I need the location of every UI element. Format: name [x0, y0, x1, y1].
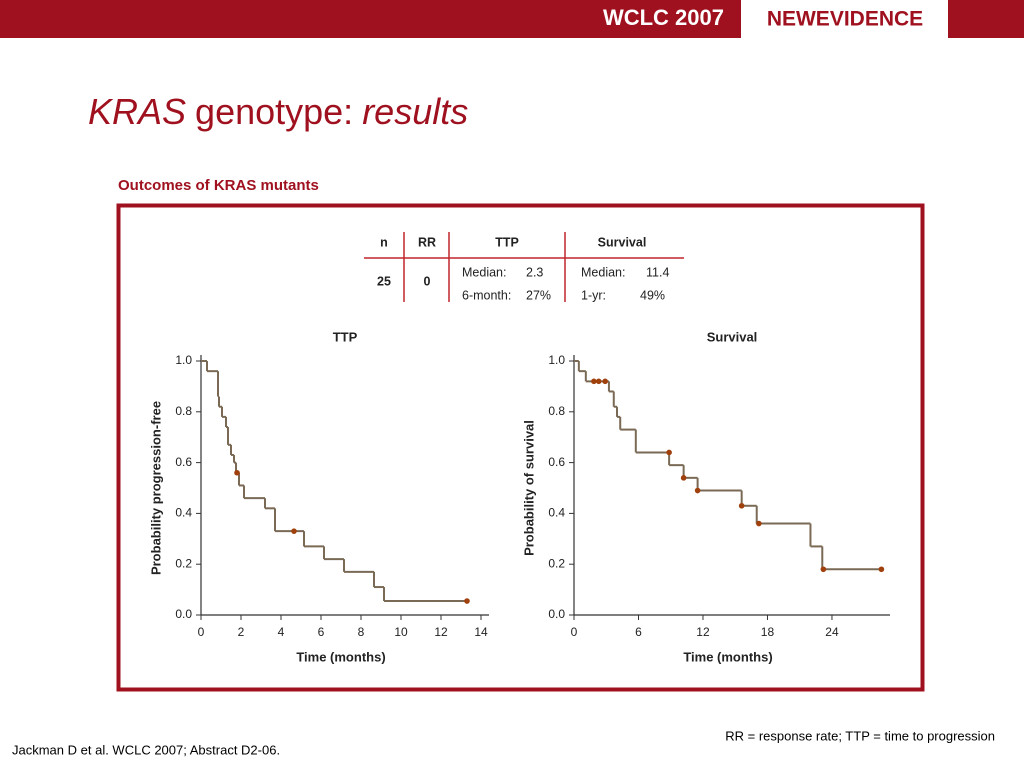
censor-mark — [738, 502, 745, 509]
x-tick-label: 24 — [825, 625, 839, 639]
y-tick-label: 1.0 — [175, 353, 192, 367]
x-tick-label: 6 — [635, 625, 642, 639]
citation: Jackman D et al. WCLC 2007; Abstract D2-… — [12, 742, 280, 757]
censor-mark — [820, 566, 827, 573]
y-tick-label: 0.6 — [175, 455, 192, 469]
table-header: Survival — [598, 235, 647, 249]
table-cell: Median: — [581, 265, 625, 279]
censor-mark — [591, 378, 597, 385]
conference: WCLC 2007 — [603, 5, 724, 30]
figure-title: Outcomes of KRAS mutants — [118, 177, 319, 194]
y-tick-label: 1.0 — [548, 353, 565, 367]
censor-mark — [602, 378, 608, 385]
x-tick-label: 2 — [238, 625, 245, 639]
censor-mark — [464, 598, 470, 604]
table-cell: 49% — [640, 288, 665, 302]
censor-mark — [694, 487, 701, 494]
table-header: n — [380, 235, 388, 249]
y-tick-label: 0.4 — [175, 506, 192, 520]
y-tick-label: 0.8 — [175, 404, 192, 418]
y-tick-label: 0.4 — [548, 506, 565, 520]
x-tick-label: 10 — [394, 625, 408, 639]
y-tick-label: 0.0 — [548, 607, 565, 621]
figure-frame — [116, 203, 925, 692]
title-middle: genotype: — [195, 91, 353, 132]
x-tick-label: 18 — [761, 625, 775, 639]
x-tick-label: 6 — [318, 625, 325, 639]
y-axis-label: Probability of survival — [521, 420, 536, 556]
table-cell: 25 — [377, 274, 391, 288]
y-tick-label: 0.6 — [548, 455, 565, 469]
y-axis-label: Probability progression-free — [148, 401, 163, 575]
x-tick-label: 12 — [434, 625, 448, 639]
y-tick-label: 0.2 — [548, 556, 565, 570]
x-tick-label: 0 — [198, 625, 205, 639]
chart-title: TTP — [333, 329, 358, 344]
table: n RR TTP Survival 25 0 Median: 2.3 6-mon… — [364, 232, 684, 302]
censor-mark — [680, 475, 687, 481]
logo: NEWEVIDENCE — [767, 8, 923, 31]
title-gene: KRAS — [88, 91, 186, 132]
table-cell: 2.3 — [526, 265, 543, 279]
x-tick-label: 8 — [358, 625, 365, 639]
y-tick-label: 0.2 — [175, 556, 192, 570]
table-cell: 1-yr: — [581, 288, 606, 302]
censor-mark — [234, 469, 240, 476]
x-tick-label: 0 — [571, 625, 578, 639]
table-cell: 27% — [526, 288, 551, 302]
censor-mark — [595, 378, 602, 385]
x-axis-label: Time (months) — [683, 649, 772, 664]
censor-mark — [666, 449, 672, 456]
censor-mark — [756, 520, 762, 527]
table-cell: 0 — [424, 274, 431, 288]
table-cell: Median: — [462, 265, 506, 279]
title-end: results — [362, 91, 468, 132]
x-tick-label: 4 — [278, 625, 285, 639]
chart-title: Survival — [707, 329, 758, 344]
logo-box — [741, 0, 948, 38]
slide-title: KRAS genotype: results — [88, 91, 468, 132]
abbreviations: RR = response rate; TTP = time to progre… — [725, 728, 995, 743]
x-axis-label: Time (months) — [296, 649, 385, 664]
y-tick-label: 0.0 — [175, 607, 192, 621]
table-cell: 6-month: — [462, 288, 511, 302]
table-cell: 11.4 — [646, 265, 669, 279]
y-tick-label: 0.8 — [548, 404, 565, 418]
table-header: RR — [418, 235, 436, 249]
table-header: TTP — [495, 235, 519, 249]
censor-mark — [291, 528, 297, 534]
censor-mark — [878, 566, 885, 573]
x-tick-label: 12 — [696, 625, 710, 639]
x-tick-label: 14 — [474, 625, 488, 639]
